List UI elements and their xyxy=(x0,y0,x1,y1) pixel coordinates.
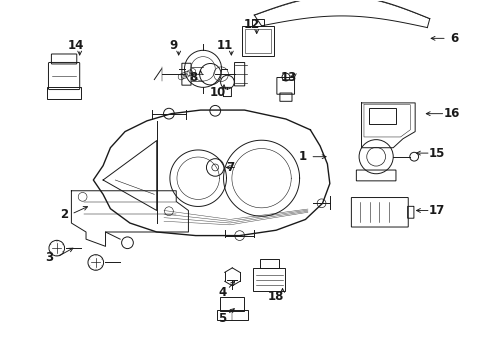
Text: 2: 2 xyxy=(60,208,68,221)
Text: 9: 9 xyxy=(169,39,178,52)
Text: 15: 15 xyxy=(428,147,445,159)
Text: 6: 6 xyxy=(449,32,457,45)
Text: 3: 3 xyxy=(45,251,53,264)
Text: 12: 12 xyxy=(243,18,260,31)
Text: 18: 18 xyxy=(267,290,284,303)
Text: 8: 8 xyxy=(189,71,197,84)
Text: 13: 13 xyxy=(280,71,296,84)
Text: 5: 5 xyxy=(218,311,226,325)
Text: 14: 14 xyxy=(68,39,84,52)
Text: 16: 16 xyxy=(443,107,459,120)
Text: 10: 10 xyxy=(209,86,225,99)
Text: 11: 11 xyxy=(216,39,233,52)
Text: 1: 1 xyxy=(298,150,306,163)
Text: 7: 7 xyxy=(225,161,233,174)
Text: 4: 4 xyxy=(218,287,226,300)
Text: 17: 17 xyxy=(428,204,444,217)
